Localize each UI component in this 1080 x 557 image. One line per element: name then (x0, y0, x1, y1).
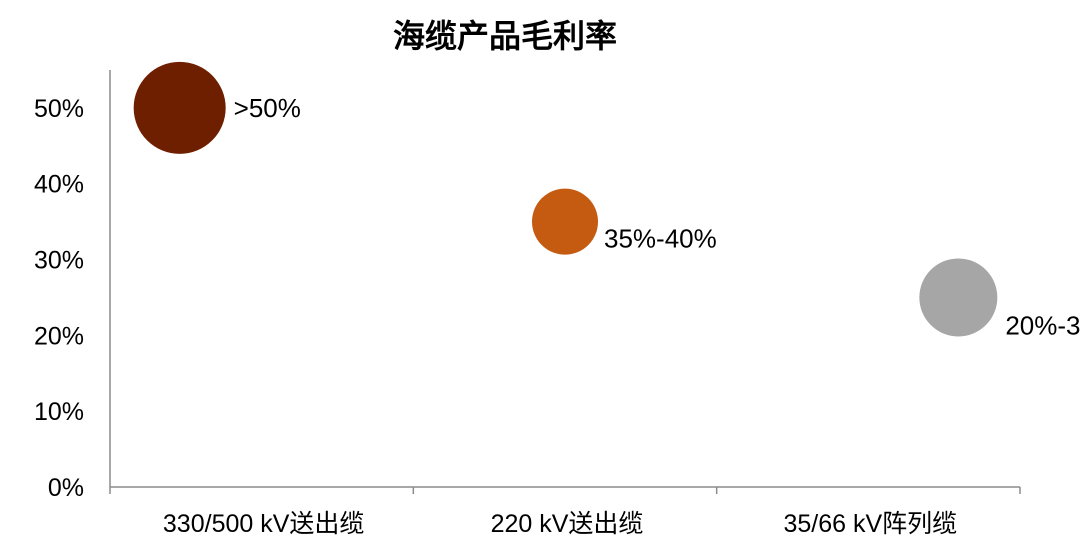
y-tick-labels: 0% 10% 20% 30% 40% 50% (34, 95, 84, 502)
bubbles (133, 61, 998, 337)
x-category-labels: 330/500 kV送出缆 220 kV送出缆 35/66 kV阵列缆 (163, 510, 957, 538)
x-category-label: 220 kV送出缆 (491, 510, 644, 538)
chart-title: 海缆产品毛利率 (393, 18, 617, 54)
y-tick-label: 10% (34, 398, 84, 426)
data-label: 35%-40% (604, 224, 717, 254)
x-category-label: 35/66 kV阵列缆 (783, 510, 957, 538)
bubble (532, 188, 598, 255)
bubble (919, 258, 998, 337)
x-tick-marks (109, 487, 1021, 494)
y-tick-label: 40% (34, 171, 84, 199)
y-tick-label: 30% (34, 247, 84, 275)
data-label: 20%-30% (1005, 310, 1080, 340)
y-tick-label: 0% (48, 474, 84, 502)
y-tick-label: 50% (34, 95, 84, 123)
bubble (133, 61, 226, 154)
axes (109, 70, 1020, 488)
data-labels: >50% 35%-40% 20%-30% (234, 93, 1080, 341)
y-tick-label: 20% (34, 322, 84, 350)
x-category-label: 330/500 kV送出缆 (163, 510, 365, 538)
data-label: >50% (234, 93, 301, 123)
